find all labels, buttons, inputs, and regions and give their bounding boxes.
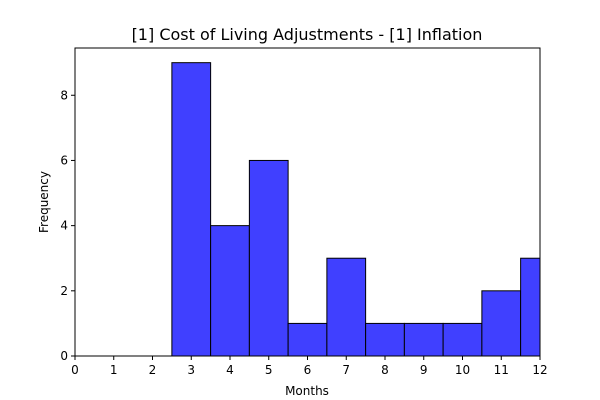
histogram-bar [442,322,483,356]
x-axis-label: Months [285,384,329,398]
x-tick-label: 0 [71,363,79,377]
x-axis-ticks: 0 1 2 3 4 5 6 7 8 9 10 11 12 [71,356,548,377]
histogram-bar [210,225,250,356]
chart-title: [1] Cost of Living Adjustments - [1] Inf… [132,25,483,44]
histogram-bar [171,62,212,356]
x-tick-label: 1 [110,363,118,377]
x-tick-label: 2 [149,363,157,377]
histogram-bar [520,257,540,356]
x-tick-label: 9 [420,363,428,377]
histogram-bar [365,322,405,356]
x-tick-label: 5 [265,363,273,377]
histogram-bar [481,290,522,356]
y-tick-label: 4 [60,219,68,233]
histogram-bar [287,322,328,356]
y-tick-label: 2 [60,284,68,298]
x-tick-label: 12 [532,363,547,377]
x-tick-label: 4 [226,363,234,377]
x-tick-label: 6 [304,363,312,377]
y-axis-label: Frequency [37,171,51,233]
histogram-bar [326,257,367,356]
bars-group [171,62,540,356]
x-tick-label: 10 [455,363,470,377]
x-tick-label: 11 [494,363,509,377]
histogram-bar [403,322,444,356]
x-tick-label: 7 [342,363,350,377]
histogram-bar [248,159,289,356]
plot-frame [74,47,541,357]
x-tick-label: 3 [187,363,195,377]
y-axis-ticks: 0 2 4 6 8 [60,88,75,363]
y-tick-label: 8 [60,88,68,102]
y-tick-label: 0 [60,349,68,363]
x-tick-label: 8 [381,363,389,377]
y-tick-label: 6 [60,153,68,167]
